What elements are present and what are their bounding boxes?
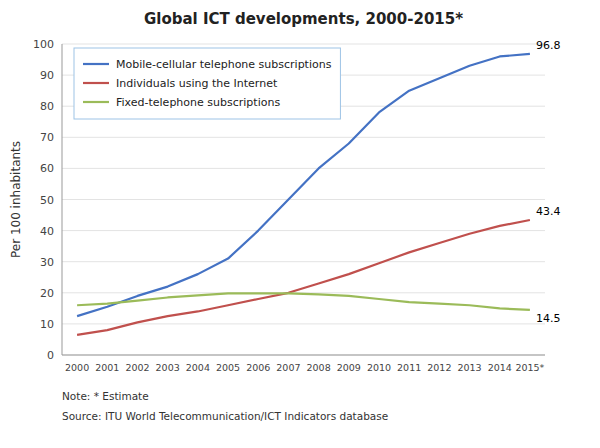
y-axis	[62, 44, 63, 355]
grid-line	[62, 230, 545, 231]
y-tick-label: 80	[40, 100, 54, 113]
chart: 0 10 20 30 40 50 60 70 80 90 100 2000 2001 2002 2003 20…	[0, 0, 600, 448]
y-tick-label: 60	[40, 162, 54, 175]
y-tick-label: 20	[40, 287, 54, 300]
x-tick-label: 2009	[337, 362, 361, 373]
legend-label: Mobile-cellular telephone subscriptions	[116, 58, 332, 71]
series-line	[77, 293, 530, 309]
legend-swatch	[83, 101, 109, 103]
grid-line	[62, 355, 545, 356]
y-tick-label: 10	[40, 318, 54, 331]
note: Note: * Estimate	[62, 390, 149, 402]
legend-frame	[74, 48, 340, 119]
grid	[62, 44, 545, 355]
x-tick-label: 2013	[457, 362, 481, 373]
grid-line	[62, 137, 545, 138]
chart-container: 0 10 20 30 40 50 60 70 80 90 100 2000 2001 2002 2003 20…	[0, 0, 600, 448]
x-tick-label: 2006	[246, 362, 270, 373]
legend-swatch	[83, 63, 109, 65]
annotation: 43.4	[536, 205, 561, 218]
note: Source: ITU World Telecommunication/ICT …	[62, 410, 388, 422]
x-axis	[62, 355, 545, 356]
x-tick-label: 2002	[125, 362, 149, 373]
legend: Mobile-cellular telephone subscriptions I…	[74, 48, 340, 119]
annotation: 14.5	[536, 312, 561, 325]
grid-line	[62, 199, 545, 200]
x-tick-label: 2000	[65, 362, 89, 373]
y-tick-label: 40	[40, 225, 54, 238]
x-tick-label: 2008	[307, 362, 331, 373]
x-tick-label: 2001	[95, 362, 119, 373]
legend-label: Individuals using the Internet	[116, 77, 278, 90]
x-tick-label: 2004	[186, 362, 210, 373]
x-tick-label: 2011	[397, 362, 421, 373]
grid-line	[62, 261, 545, 262]
y-tick-label: 70	[40, 131, 54, 144]
x-tick-label: 2015*	[515, 362, 544, 373]
legend-label: Fixed-telephone subscriptions	[116, 96, 280, 109]
y-tick-label: 50	[40, 194, 54, 207]
x-tick-label: 2005	[216, 362, 240, 373]
y-axis-label: Per 100 inhabitants	[9, 141, 23, 258]
y-tick-label: 90	[40, 69, 54, 82]
annotation: 96.8	[536, 39, 561, 52]
legend-swatch	[83, 82, 109, 84]
grid-line	[62, 44, 545, 45]
y-tick-label: 30	[40, 256, 54, 269]
y-tick-label: 0	[47, 349, 54, 362]
x-tick-label: 2014	[488, 362, 512, 373]
y-tick-label: 100	[33, 38, 54, 51]
series-line	[77, 220, 530, 335]
x-tick-label: 2007	[276, 362, 300, 373]
x-tick-label: 2003	[156, 362, 180, 373]
x-tick-label: 2010	[367, 362, 391, 373]
x-tick-label: 2012	[427, 362, 451, 373]
grid-line	[62, 168, 545, 169]
chart-title: Global ICT developments, 2000-2015*	[144, 10, 463, 28]
